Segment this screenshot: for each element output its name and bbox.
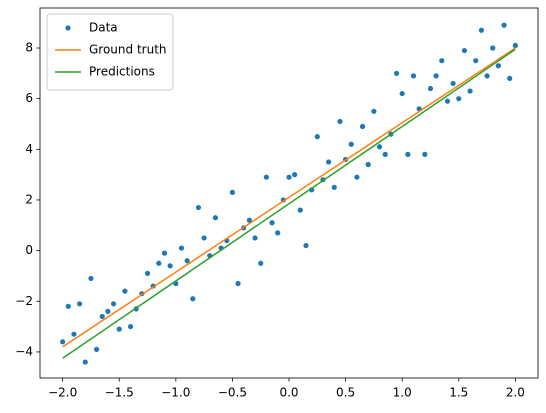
data-point [314,134,320,140]
data-point [399,90,405,97]
data-point [122,288,128,294]
legend-label: Data [89,21,118,35]
data-point [439,58,445,64]
data-point [167,263,173,269]
x-tick-label: 0.0 [279,386,298,400]
data-point [512,42,518,49]
data-point [444,98,451,104]
data-point [501,22,507,28]
x-tick-label: −1.5 [105,386,134,400]
data-point [456,96,462,102]
data-point [71,331,77,337]
line [62,48,516,359]
data-point [326,159,332,165]
data-point [201,235,207,241]
data-point [252,235,258,241]
data-point [473,58,479,64]
data-point [190,296,196,302]
data-point [376,144,383,150]
data-point [484,73,490,79]
legend-box [46,13,174,91]
x-tick-label: 1.5 [449,386,468,400]
y-tick-label: −4 [15,344,33,358]
data-point [178,245,185,251]
data-point [77,301,83,307]
data-point [359,123,366,130]
data-point [156,260,162,266]
data-point [110,301,117,307]
data-point [127,323,134,330]
data-point [184,258,190,264]
data-point [371,108,377,114]
data-point [286,174,292,180]
data-point [433,73,439,79]
x-tick-label: 1.0 [393,386,412,400]
data-point [144,270,151,277]
data-point [258,260,264,266]
data-point [405,151,411,157]
data-point [410,73,417,79]
data-point [65,303,71,309]
x-tick-label: 0.5 [336,386,355,400]
data-point [292,172,298,178]
data-point [467,88,473,94]
data-point [365,161,371,168]
data-point [303,242,309,249]
legend-label: Ground truth [89,43,167,57]
y-tick-label: 0 [25,243,33,257]
data-point [348,141,354,147]
data-point [195,204,202,211]
y-tick-label: 2 [25,192,33,206]
data-point [60,339,66,345]
axes-frame [39,7,539,379]
data-point [490,45,496,51]
data-point [478,27,485,33]
data-point [93,346,100,352]
x-tick-label: 2.0 [506,386,525,400]
data-point [461,47,468,54]
data-point [422,151,428,157]
data-point [116,326,122,332]
data-point [161,250,168,256]
x-tick-label: −1.0 [161,386,190,400]
data-point [246,217,252,223]
data-point [507,75,513,82]
data-point [229,189,236,195]
legend-label: Predictions [89,65,155,79]
line [62,47,516,348]
data-point [297,207,303,213]
data-point [212,215,219,221]
data-point [495,63,501,69]
data-point [427,85,434,92]
x-tick-label: −0.5 [218,386,247,400]
data-point [393,70,400,76]
data-point [88,275,94,282]
data-point [82,359,88,365]
data-point [331,184,337,190]
x-tick-label: −2.0 [48,386,77,400]
y-tick-label: 6 [25,91,33,105]
data-point [269,220,275,226]
data-point [275,230,281,236]
legend-marker [65,25,71,31]
data-point [99,313,105,320]
data-point [382,151,388,157]
data-point [337,118,343,125]
data-point [263,174,269,180]
data-point [105,308,111,314]
y-tick-label: −2 [15,294,33,308]
y-tick-label: 8 [25,41,33,55]
data-point [235,280,241,287]
data-point [354,174,360,180]
y-tick-label: 4 [25,142,33,156]
data-point [450,80,456,87]
